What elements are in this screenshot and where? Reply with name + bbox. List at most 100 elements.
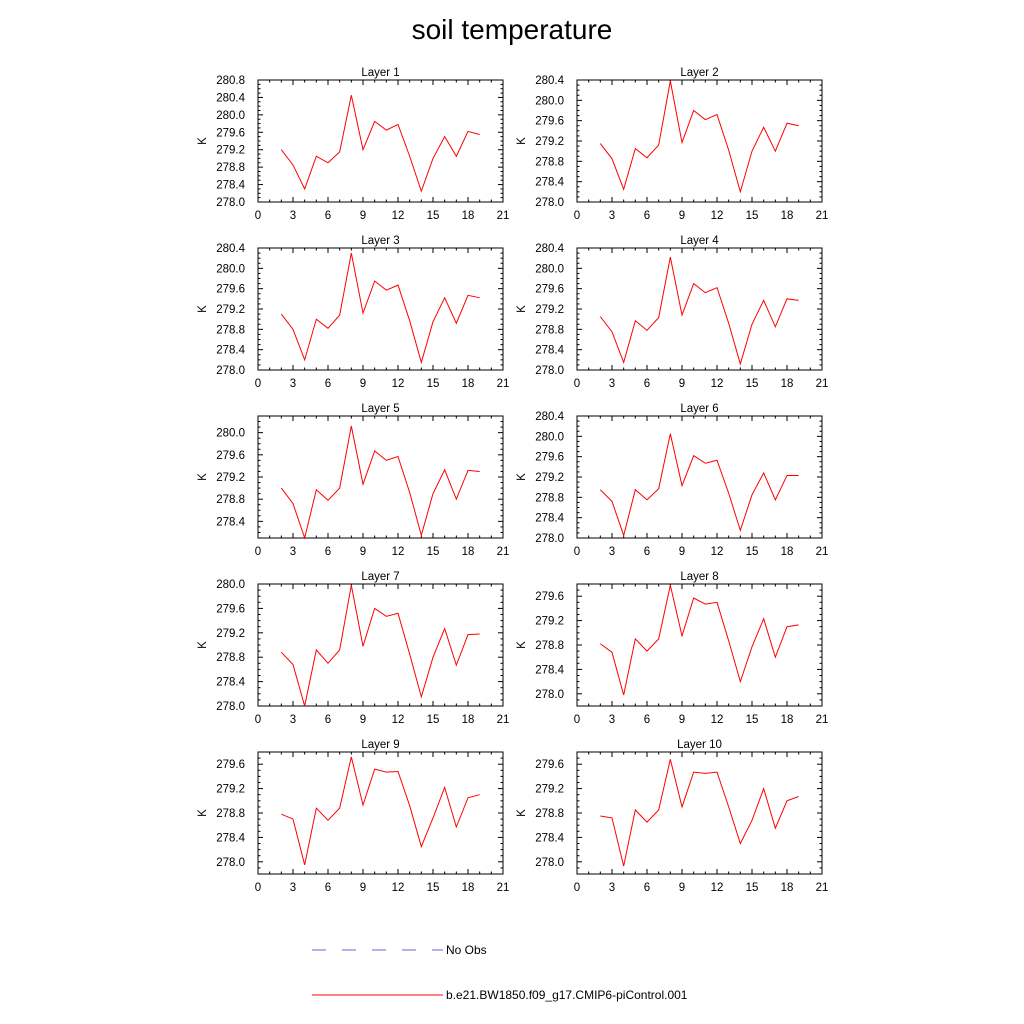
panel-9-series-line bbox=[281, 756, 480, 865]
panel-3-frame bbox=[257, 247, 504, 371]
panel-3-x-tick-label: 3 bbox=[290, 378, 296, 390]
panel-6-x-tick-label: 0 bbox=[574, 546, 580, 558]
panel-6-series-line bbox=[599, 433, 799, 538]
panel-10-y-tick-label: 279.2 bbox=[535, 784, 564, 796]
panel-9-y-tick-label: 278.8 bbox=[216, 808, 245, 820]
panel-1-x-tick-label: 3 bbox=[290, 210, 296, 222]
panel-8-y-tick-label: 279.6 bbox=[535, 591, 564, 603]
panel-1-x-tick-label: 6 bbox=[325, 210, 331, 222]
panel-10-x-tick-label: 0 bbox=[574, 882, 580, 894]
panel-7-y-axis-label: K bbox=[197, 641, 209, 649]
panel-10-series-line bbox=[600, 759, 799, 867]
panel-5-y-tick-label: 278.4 bbox=[216, 516, 245, 528]
panel-5-x-tick-label: 21 bbox=[497, 546, 510, 558]
panel-10-x-tick-label: 12 bbox=[711, 882, 724, 894]
panel-8-y-tick-label: 278.0 bbox=[535, 689, 564, 701]
panel-7-frame bbox=[257, 583, 504, 707]
panel-6-x-tick-label: 3 bbox=[609, 546, 615, 558]
panel-2-x-tick-label: 12 bbox=[711, 210, 724, 222]
panel-3-x-tick-label: 18 bbox=[462, 378, 475, 390]
panel-4-y-tick-label: 278.4 bbox=[535, 345, 564, 357]
panel-4-x-tick-label: 21 bbox=[816, 378, 829, 390]
panel-2-x-tick-label: 9 bbox=[679, 210, 685, 222]
panel-4-x-tick-label: 0 bbox=[574, 378, 580, 390]
panel-2-y-tick-label: 278.0 bbox=[535, 197, 564, 209]
page-title: soil temperature bbox=[411, 14, 613, 45]
panel-7-x-tick-label: 21 bbox=[497, 714, 510, 726]
panel-9-x-tick-label: 21 bbox=[497, 882, 510, 894]
panel-10-x-tick-label: 18 bbox=[781, 882, 794, 894]
panel-6-y-tick-label: 280.4 bbox=[535, 411, 564, 423]
panel-8-x-tick-label: 18 bbox=[781, 714, 794, 726]
panel-4-frame bbox=[576, 247, 823, 371]
panel-4-y-tick-label: 278.8 bbox=[535, 324, 564, 336]
panel-8-x-tick-label: 3 bbox=[609, 714, 615, 726]
panel-10-x-tick-label: 21 bbox=[816, 882, 829, 894]
panel-6-frame bbox=[576, 415, 823, 539]
panel-2-y-axis-label: K bbox=[516, 137, 528, 145]
panel-2-y-tick-label: 278.8 bbox=[535, 156, 564, 168]
panel-4-x-tick-label: 9 bbox=[679, 378, 685, 390]
panel-3-y-tick-label: 279.6 bbox=[216, 284, 245, 296]
panel-1-x-tick-label: 18 bbox=[462, 210, 475, 222]
panel-4-series-line bbox=[599, 257, 799, 366]
panel-7-x-tick-label: 12 bbox=[392, 714, 405, 726]
panel-9-y-tick-label: 278.4 bbox=[216, 832, 245, 844]
panel-7-title: Layer 7 bbox=[361, 571, 399, 583]
panel-9-x-tick-label: 0 bbox=[255, 882, 261, 894]
panel-6-x-tick-label: 6 bbox=[644, 546, 650, 558]
panel-4-y-tick-label: 279.6 bbox=[535, 284, 564, 296]
panel-4-y-tick-label: 280.0 bbox=[535, 263, 564, 275]
panel-10-title: Layer 10 bbox=[677, 739, 722, 751]
panel-3-y-axis-label: K bbox=[197, 305, 209, 313]
panel-3-y-tick-label: 278.4 bbox=[216, 345, 245, 357]
panel-9-x-tick-label: 6 bbox=[325, 882, 331, 894]
panel-4-x-tick-label: 12 bbox=[711, 378, 724, 390]
panel-5-title: Layer 5 bbox=[361, 403, 399, 415]
panel-8-x-tick-label: 15 bbox=[746, 714, 759, 726]
panel-3-x-tick-label: 12 bbox=[392, 378, 405, 390]
panel-1-x-tick-label: 12 bbox=[392, 210, 405, 222]
panel-7-y-tick-label: 280.0 bbox=[216, 579, 245, 591]
panel-7-series-line bbox=[280, 585, 480, 707]
panel-6-title: Layer 6 bbox=[680, 403, 718, 415]
panel-8-x-tick-label: 12 bbox=[711, 714, 724, 726]
panel-3-x-tick-label: 15 bbox=[427, 378, 440, 390]
panel-10-y-tick-label: 278.8 bbox=[535, 808, 564, 820]
panel-8-x-tick-label: 21 bbox=[816, 714, 829, 726]
panel-8-y-tick-label: 278.8 bbox=[535, 640, 564, 652]
panel-3-y-tick-label: 280.4 bbox=[216, 243, 245, 255]
panel-8-x-tick-label: 9 bbox=[679, 714, 685, 726]
panel-1-y-tick-label: 278.4 bbox=[216, 180, 245, 192]
panel-7-y-tick-label: 279.2 bbox=[216, 628, 245, 640]
panel-10-x-tick-label: 9 bbox=[679, 882, 685, 894]
panel-9-x-tick-label: 3 bbox=[290, 882, 296, 894]
panel-7-x-tick-label: 0 bbox=[255, 714, 261, 726]
panel-7-y-tick-label: 278.4 bbox=[216, 677, 245, 689]
panel-4-x-tick-label: 18 bbox=[781, 378, 794, 390]
panel-9-x-tick-label: 9 bbox=[360, 882, 366, 894]
panel-4-y-tick-label: 279.2 bbox=[535, 304, 564, 316]
panel-1-y-axis-label: K bbox=[197, 137, 209, 145]
panel-4-y-tick-label: 278.0 bbox=[535, 365, 564, 377]
panel-7-y-tick-label: 278.0 bbox=[216, 701, 245, 713]
panel-2-x-tick-label: 15 bbox=[746, 210, 759, 222]
panel-6-x-tick-label: 18 bbox=[781, 546, 794, 558]
panel-1-y-tick-label: 278.8 bbox=[216, 162, 245, 174]
panel-4-y-tick-label: 280.4 bbox=[535, 243, 564, 255]
panel-6-y-tick-label: 278.8 bbox=[535, 492, 564, 504]
panel-1-series-line bbox=[280, 95, 480, 193]
panel-6-x-tick-label: 21 bbox=[816, 546, 829, 558]
panel-10-x-tick-label: 6 bbox=[644, 882, 650, 894]
panel-1-y-tick-label: 278.0 bbox=[216, 197, 245, 209]
panel-2-title: Layer 2 bbox=[680, 67, 718, 79]
panel-2-x-tick-label: 6 bbox=[644, 210, 650, 222]
panel-8-series-line bbox=[600, 585, 799, 696]
panel-6-y-tick-label: 280.0 bbox=[535, 431, 564, 443]
panel-1-x-tick-label: 21 bbox=[497, 210, 510, 222]
panel-3-y-tick-label: 278.0 bbox=[216, 365, 245, 377]
panel-7-y-tick-label: 279.6 bbox=[216, 603, 245, 615]
panel-1-x-tick-label: 15 bbox=[427, 210, 440, 222]
panel-9-y-tick-label: 279.2 bbox=[216, 784, 245, 796]
